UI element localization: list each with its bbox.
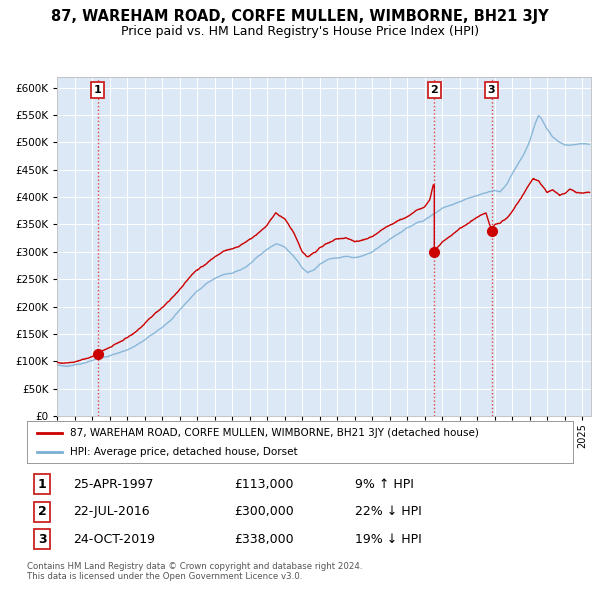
Text: £300,000: £300,000: [235, 505, 294, 519]
Text: 25-APR-1997: 25-APR-1997: [73, 478, 154, 491]
Text: 22-JUL-2016: 22-JUL-2016: [73, 505, 150, 519]
Text: £338,000: £338,000: [235, 533, 294, 546]
Text: 9% ↑ HPI: 9% ↑ HPI: [355, 478, 413, 491]
Text: £113,000: £113,000: [235, 478, 294, 491]
Text: 1: 1: [38, 478, 47, 491]
Text: 2: 2: [38, 505, 47, 519]
Text: 19% ↓ HPI: 19% ↓ HPI: [355, 533, 421, 546]
Text: Price paid vs. HM Land Registry's House Price Index (HPI): Price paid vs. HM Land Registry's House …: [121, 25, 479, 38]
Text: 2: 2: [430, 85, 438, 95]
Text: 3: 3: [38, 533, 47, 546]
Text: Contains HM Land Registry data © Crown copyright and database right 2024.
This d: Contains HM Land Registry data © Crown c…: [27, 562, 362, 581]
Text: 87, WAREHAM ROAD, CORFE MULLEN, WIMBORNE, BH21 3JY: 87, WAREHAM ROAD, CORFE MULLEN, WIMBORNE…: [51, 9, 549, 24]
Text: 3: 3: [488, 85, 496, 95]
Text: 87, WAREHAM ROAD, CORFE MULLEN, WIMBORNE, BH21 3JY (detached house): 87, WAREHAM ROAD, CORFE MULLEN, WIMBORNE…: [70, 428, 478, 438]
Text: 24-OCT-2019: 24-OCT-2019: [73, 533, 155, 546]
Text: 22% ↓ HPI: 22% ↓ HPI: [355, 505, 421, 519]
Text: HPI: Average price, detached house, Dorset: HPI: Average price, detached house, Dors…: [70, 447, 297, 457]
Text: 1: 1: [94, 85, 101, 95]
